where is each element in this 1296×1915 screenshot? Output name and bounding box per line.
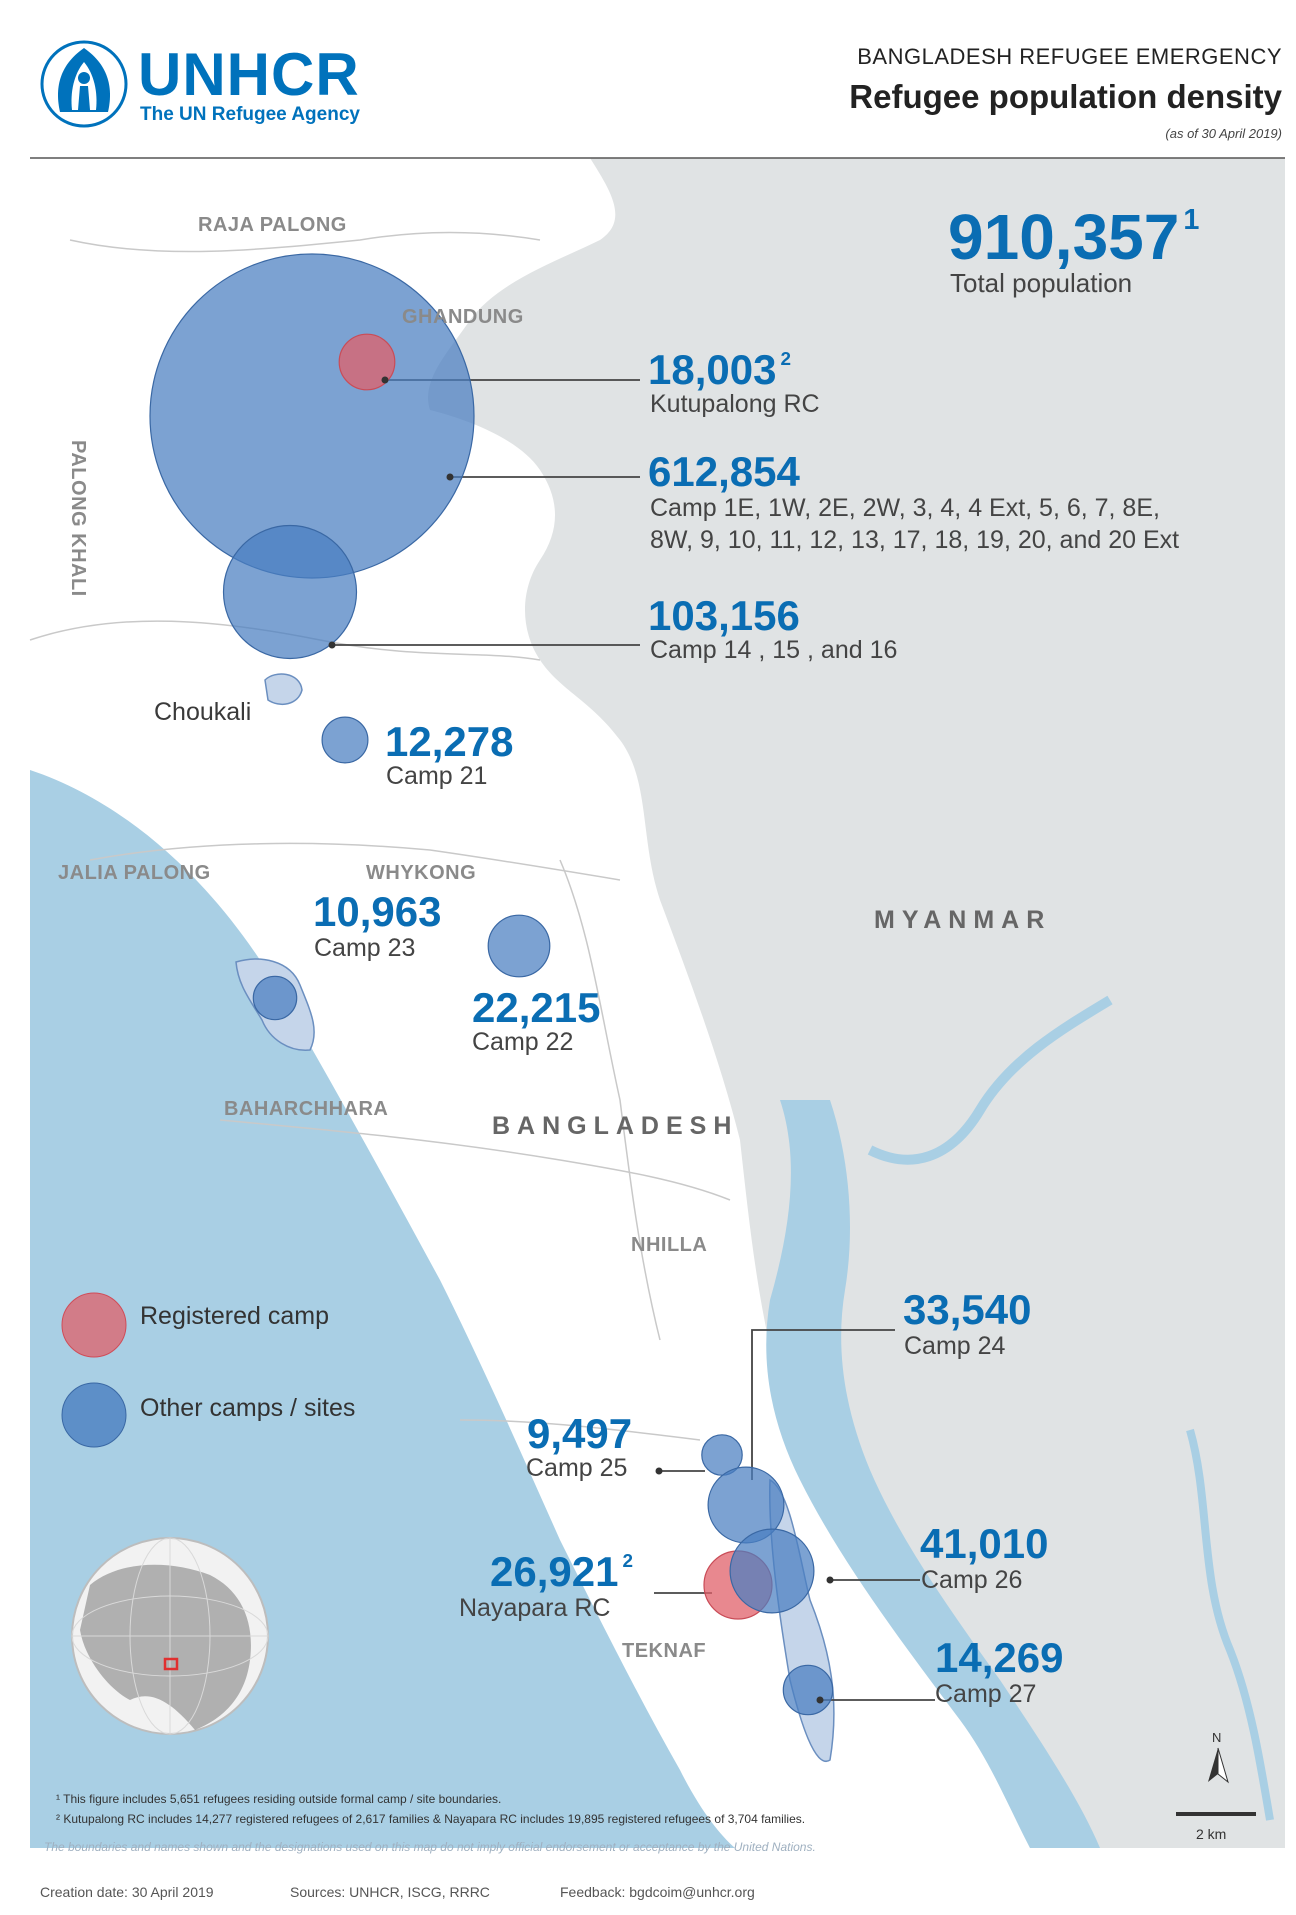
- circle-camp-23: [252, 975, 298, 1021]
- camp-26-label: Camp 26: [921, 1566, 1023, 1594]
- circle-camp-22: [487, 914, 551, 978]
- footnote-1: ¹ This figure includes 5,651 refugees re…: [56, 1792, 502, 1806]
- creation-date: Creation date: 30 April 2019: [40, 1884, 214, 1900]
- legend-registered-label: Registered camp: [140, 1302, 329, 1330]
- kutupalong-expansion-label-2: 8W, 9, 10, 11, 12, 13, 17, 18, 19, 20, a…: [650, 526, 1180, 554]
- place-teknaf: TEKNAF: [622, 1640, 707, 1662]
- sources: Sources: UNHCR, ISCG, RRRC: [290, 1884, 490, 1900]
- circle-kutupalong-rc: [338, 333, 396, 391]
- total-population-label: Total population: [950, 268, 1133, 298]
- camp-27-value: 14,269: [935, 1634, 1064, 1681]
- place-nhilla: NHILLA: [631, 1234, 708, 1256]
- country-bangladesh: BANGLADESH: [492, 1112, 739, 1140]
- north-arrow-icon: [1208, 1747, 1229, 1784]
- camp-23-value: 10,963: [313, 888, 442, 935]
- place-palong-khali: PALONG KHALI: [67, 440, 89, 597]
- camp-23-label: Camp 23: [314, 934, 416, 962]
- population-circles: [149, 253, 834, 1716]
- brand-tagline: The UN Refugee Agency: [140, 104, 360, 125]
- place-raja-palong: RAJA PALONG: [198, 214, 347, 236]
- kutupalong-rc-label: Kutupalong RC: [650, 390, 820, 418]
- camp-27-label: Camp 27: [935, 1680, 1037, 1708]
- kutupalong-expansion-value: 612,854: [648, 448, 800, 495]
- nayapara-rc-value: 26,921 2: [490, 1548, 633, 1595]
- leader-lines: [332, 379, 935, 1701]
- scale-distance-label: 2 km: [1196, 1826, 1227, 1842]
- circle-camps-14-16: [222, 524, 358, 660]
- camp-25-label: Camp 25: [526, 1454, 628, 1482]
- place-whykong: WHYKONG: [366, 862, 477, 884]
- as-of-date: (as of 30 April 2019): [1165, 126, 1282, 141]
- camp-22-value: 22,215: [472, 984, 601, 1031]
- place-gundung: GHANDUNG: [402, 306, 524, 328]
- camp-26-value: 41,010: [920, 1520, 1049, 1567]
- country-myanmar: MYANMAR: [874, 906, 1052, 934]
- place-choukali: Choukali: [154, 698, 252, 726]
- tributary-river: [867, 995, 1113, 1165]
- camp-21-label: Camp 21: [386, 762, 488, 790]
- scale-bar: [1176, 1812, 1256, 1816]
- leader-dots: [328, 376, 834, 1704]
- myanmar-region: [428, 158, 1286, 1848]
- circle-camp-27: [782, 1664, 834, 1716]
- camp-24-label: Camp 24: [904, 1332, 1006, 1360]
- page-title: Refugee population density: [849, 78, 1282, 115]
- circle-camp-26: [729, 1528, 815, 1614]
- unhcr-logo-icon: [40, 40, 128, 128]
- camp-24-value: 33,540: [903, 1286, 1032, 1333]
- feedback-contact: Feedback: bgdcoim@unhcr.org: [560, 1884, 755, 1900]
- footnote-2: ² Kutupalong RC includes 14,277 register…: [56, 1812, 806, 1826]
- tributary-river-east: [1186, 1428, 1274, 1821]
- north-label: N: [1212, 1730, 1222, 1745]
- circle-camp-21: [321, 716, 369, 764]
- total-population-value: 910,357 1: [948, 201, 1200, 273]
- place-jalia-palong: JALIA PALONG: [58, 862, 211, 884]
- header-emergency: BANGLADESH REFUGEE EMERGENCY: [857, 44, 1282, 69]
- place-baharchhara: BAHARCHHARA: [224, 1098, 389, 1120]
- nayapara-rc-label: Nayapara RC: [459, 1594, 611, 1622]
- globe-inset: [71, 1537, 269, 1735]
- camp-22-label: Camp 22: [472, 1028, 574, 1056]
- legend-registered-swatch: [61, 1292, 127, 1358]
- disclaimer: The boundaries and names shown and the d…: [44, 1840, 816, 1854]
- naf-river: [766, 1100, 1100, 1848]
- camp-25-value: 9,497: [527, 1410, 633, 1457]
- brand-name: UNHCR: [138, 41, 360, 108]
- legend-other-label: Other camps / sites: [140, 1394, 356, 1422]
- camps-14-16-label: Camp 14 , 15 , and 16: [650, 636, 898, 664]
- camp-21-value: 12,278: [385, 718, 514, 765]
- camps-14-16-value: 103,156: [648, 592, 800, 639]
- kutupalong-expansion-label-1: Camp 1E, 1W, 2E, 2W, 3, 4, 4 Ext, 5, 6, …: [650, 494, 1160, 522]
- kutupalong-rc-value: 18,003 2: [648, 346, 791, 393]
- legend-other-swatch: [61, 1382, 127, 1448]
